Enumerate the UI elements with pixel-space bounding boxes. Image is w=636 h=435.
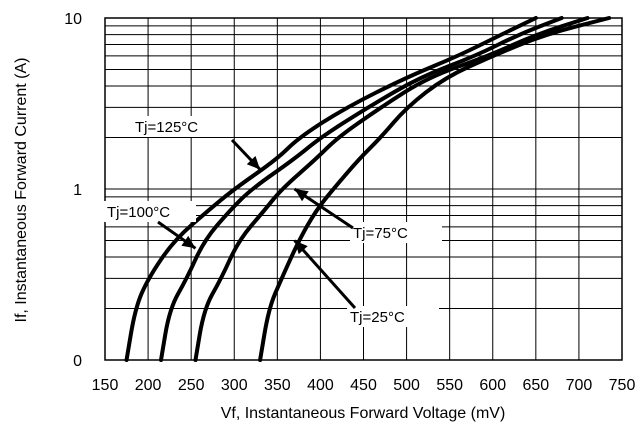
- arrowhead-icon: [294, 240, 308, 255]
- annotation-label: Tj=125°C: [135, 119, 198, 136]
- annotation-3: Tj=25°C: [293, 239, 439, 327]
- annotation-1: Tj=100°C: [104, 201, 197, 250]
- x-tick-label: 600: [479, 377, 506, 394]
- series-line-3: [258, 16, 612, 362]
- y-tick-labels: 0 1 10: [64, 11, 82, 370]
- annotation-box: [347, 306, 439, 327]
- x-tick-labels: 150 200 250 300 350 400 450 500 550 600 650 700 750: [92, 377, 636, 394]
- annotation-0: Tj=125°C: [132, 116, 262, 171]
- y-tick-label: 0: [73, 353, 82, 370]
- annotation-2: Tj=75°C: [293, 187, 442, 243]
- annotation-label: Tj=25°C: [350, 309, 405, 326]
- x-tick-label: 150: [92, 377, 119, 394]
- annotation-box: [350, 222, 442, 243]
- arrowhead-icon: [181, 235, 196, 249]
- x-tick-label: 750: [609, 377, 636, 394]
- annotation-label: Tj=75°C: [353, 225, 408, 242]
- x-tick-label: 400: [307, 377, 334, 394]
- series-line-2: [193, 16, 590, 362]
- arrowhead-icon: [246, 155, 261, 170]
- x-tick-label: 200: [135, 377, 162, 394]
- x-tick-label: 450: [350, 377, 377, 394]
- y-tick-label: 10: [64, 11, 82, 28]
- annotation-box: [132, 116, 224, 137]
- x-tick-label: 500: [393, 377, 420, 394]
- annotations: Tj=125°C Tj=100°C Tj=75°C Tj=25°C: [104, 116, 442, 327]
- annotation-label: Tj=100°C: [107, 204, 170, 221]
- series-line-1: [159, 16, 564, 362]
- x-tick-label: 250: [178, 377, 205, 394]
- y-axis-title: If, Instantaneous Forward Current (A): [13, 58, 30, 323]
- plot-frame: [104, 17, 623, 361]
- annotation-box: [104, 201, 196, 222]
- series-line-0: [124, 16, 538, 362]
- arrowhead-icon: [294, 189, 309, 202]
- series-layer: [124, 16, 612, 362]
- x-tick-label: 350: [264, 377, 291, 394]
- x-tick-label: 650: [522, 377, 549, 394]
- annotation-arrow: [293, 239, 357, 310]
- y-tick-label: 1: [73, 182, 82, 199]
- x-axis-title: Vf, Instantaneous Forward Voltage (mV): [221, 405, 506, 422]
- x-tick-label: 700: [566, 377, 593, 394]
- x-tick-label: 550: [436, 377, 463, 394]
- x-tick-label: 300: [221, 377, 248, 394]
